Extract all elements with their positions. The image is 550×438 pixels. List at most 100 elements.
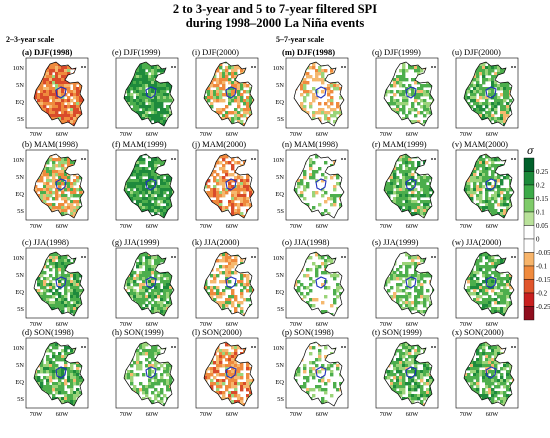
lon-tick-label: 60W [316, 411, 330, 418]
island-marker [84, 66, 86, 68]
basin-outline [405, 276, 417, 289]
country-boundary [203, 153, 255, 219]
island-marker [174, 66, 176, 68]
map-panel: (a) DJF(1998) 10N 5N EQ 5S 70W 60W [13, 47, 89, 138]
country-boundary [203, 251, 255, 317]
lat-tick-label: 5N [16, 272, 24, 279]
lon-tick-label: 60W [56, 131, 70, 138]
lon-tick-label: 60W [226, 321, 240, 328]
colorbar-tick-label: 0.25 [536, 168, 549, 176]
country-boundary [33, 61, 85, 127]
basin-outline [145, 86, 157, 99]
colorbar-tick-label: 0 [536, 236, 540, 244]
basin-outline [485, 276, 497, 289]
colorbar-swatch [523, 184, 535, 199]
lat-tick-label: EQ [275, 379, 284, 386]
colorbar-tick-label: 0.1 [536, 209, 545, 217]
island-marker [254, 256, 256, 258]
panel-label: (i) DJF(2000) [192, 47, 239, 57]
lat-tick-label: 5S [17, 396, 24, 403]
basin-outline [225, 178, 237, 191]
country-boundary [463, 251, 515, 317]
island-marker [251, 256, 253, 258]
panel-label: (m) DJF(1998) [282, 47, 335, 57]
basin-outline [485, 86, 497, 99]
lon-tick-label: 60W [406, 411, 420, 418]
lon-tick-label: 70W [200, 321, 214, 328]
map-panel: (e) DJF(1999) 70W 60W [112, 47, 179, 138]
country-boundary [383, 251, 435, 317]
island-marker [344, 346, 346, 348]
lat-tick-label: 5S [277, 208, 284, 215]
lat-tick-label: 10N [13, 255, 25, 262]
map-panel: (c) JJA(1998) 10N 5N EQ 5S 70W 60W [13, 237, 89, 328]
panel-label: (o) JJA(1998) [282, 237, 330, 247]
lat-tick-label: 10N [273, 157, 285, 164]
lat-tick-label: 5N [276, 362, 284, 369]
map-panel: (g) JJA(1999) 70W 60W [112, 237, 179, 328]
lon-tick-label: 60W [316, 223, 330, 230]
map-panel: (i) DJF(2000) 70W 60W [192, 47, 259, 138]
island-marker [514, 256, 516, 258]
basin-outline [315, 276, 327, 289]
lat-tick-label: 5S [277, 116, 284, 123]
lon-tick-label: 60W [56, 321, 70, 328]
panel-label: (w) JJA(2000) [452, 237, 502, 247]
lat-tick-label: 10N [13, 65, 25, 72]
lat-tick-label: EQ [275, 99, 284, 106]
lat-tick-label: 5N [16, 362, 24, 369]
country-boundary [123, 251, 175, 317]
lon-tick-label: 60W [316, 131, 330, 138]
colorbar-tick-label: 0.15 [536, 195, 549, 203]
panel-label: (e) DJF(1999) [112, 47, 161, 57]
colorbar-tick-label: -0.05 [536, 249, 550, 257]
colorbar-swatch [523, 306, 535, 321]
lon-tick-label: 70W [380, 223, 394, 230]
basin-outline [485, 366, 497, 379]
panel-label: (q) DJF(1999) [372, 47, 421, 57]
panel-label: (p) SON(1998) [282, 327, 334, 337]
country-boundary [383, 153, 435, 219]
island-marker [171, 158, 173, 160]
map-panel: (f) MAM(1999) 70W 60W [112, 139, 179, 230]
island-marker [344, 66, 346, 68]
lon-tick-label: 60W [406, 321, 420, 328]
colorbar-tick-label: -0.1 [536, 263, 548, 271]
country-map [33, 251, 86, 317]
island-marker [431, 256, 433, 258]
island-marker [84, 256, 86, 258]
lat-tick-label: 10N [13, 345, 25, 352]
country-boundary [463, 341, 515, 407]
colorbar-title: σ [527, 146, 535, 157]
long-scale-label: 5–7-year scale [276, 35, 325, 44]
lon-tick-label: 70W [290, 131, 304, 138]
map-panel: (b) MAM(1998) 10N 5N EQ 5S 70W 60W [13, 139, 89, 230]
lon-tick-label: 60W [406, 223, 420, 230]
lat-tick-label: 5S [277, 306, 284, 313]
lat-tick-label: 5N [16, 82, 24, 89]
panel-label: (c) JJA(1998) [22, 237, 69, 247]
colorbar-tick-label: 0.05 [536, 222, 549, 230]
lat-tick-label: 10N [273, 255, 285, 262]
basin-outline [315, 86, 327, 99]
panel-label: (t) SON(1999) [372, 327, 422, 337]
lon-tick-label: 60W [56, 223, 70, 230]
lon-tick-label: 60W [486, 321, 500, 328]
island-marker [341, 66, 343, 68]
island-marker [81, 346, 83, 348]
island-marker [511, 346, 513, 348]
colorbar-swatch [523, 225, 535, 240]
lon-tick-label: 70W [30, 321, 44, 328]
lat-tick-label: EQ [15, 289, 24, 296]
colorbar-swatch [523, 171, 535, 186]
country-boundary [123, 153, 175, 219]
colorbar-swatch [523, 292, 535, 307]
panel-label: (v) MAM(2000) [452, 139, 508, 149]
basin-outline [55, 178, 67, 191]
panel-label: (g) JJA(1999) [112, 237, 160, 247]
island-marker [84, 158, 86, 160]
lon-tick-label: 60W [226, 411, 240, 418]
basin-outline [405, 178, 417, 191]
panel-label: (s) JJA(1999) [372, 237, 419, 247]
island-marker [434, 158, 436, 160]
